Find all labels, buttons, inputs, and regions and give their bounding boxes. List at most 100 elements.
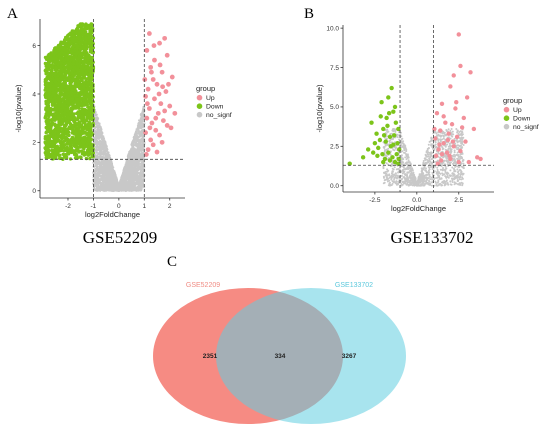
point-no-signf (139, 173, 142, 176)
point-no-signf (141, 183, 144, 186)
point-no-signf (110, 163, 114, 166)
point-down (81, 130, 85, 135)
point-no-signf (111, 166, 115, 169)
point-no-signf (99, 161, 102, 164)
point-no-signf (103, 178, 106, 182)
point-no-signf (96, 126, 99, 129)
point-no-signf (104, 189, 108, 192)
point-no-signf (121, 173, 125, 176)
point-no-signf (107, 166, 111, 169)
point-down (82, 121, 86, 125)
point-no-signf (101, 169, 105, 172)
point-down (82, 50, 87, 54)
point-down (47, 149, 51, 153)
point-no-signf (116, 181, 119, 184)
point-down (68, 97, 72, 102)
point-down (50, 154, 54, 158)
point-no-signf (110, 173, 114, 176)
point-no-signf (132, 151, 136, 154)
point-no-signf (133, 147, 136, 151)
point-no-signf (140, 126, 143, 129)
point-no-signf (130, 189, 133, 192)
point-no-signf (109, 189, 113, 192)
point-no-signf (132, 188, 136, 192)
point-no-signf (129, 152, 133, 155)
point-no-signf (109, 181, 113, 185)
point-down (73, 145, 78, 149)
point-no-signf (140, 164, 144, 168)
point-no-signf (109, 178, 113, 181)
point-no-signf (109, 160, 112, 163)
point-no-signf (140, 149, 143, 152)
point-down (75, 26, 80, 30)
point-no-signf (124, 164, 128, 167)
point-no-signf (135, 164, 139, 167)
point-no-signf (136, 145, 139, 148)
point-no-signf (101, 178, 104, 182)
point-down (66, 57, 70, 62)
point-down (44, 78, 48, 82)
point-down (52, 143, 57, 147)
point-no-signf (102, 184, 105, 187)
point-no-signf (137, 127, 140, 131)
point-down (89, 33, 93, 37)
point-down (50, 94, 54, 99)
point-no-signf (138, 177, 142, 181)
point-no-signf (133, 184, 137, 187)
point-down (78, 75, 82, 79)
point-no-signf (105, 169, 109, 172)
point-no-signf (95, 117, 98, 120)
point-no-signf (104, 173, 107, 176)
point-no-signf (96, 128, 100, 131)
point-no-signf (104, 159, 107, 162)
point-no-signf (105, 167, 108, 170)
point-no-signf (107, 151, 110, 154)
point-no-signf (135, 150, 139, 153)
point-no-signf (141, 151, 145, 155)
point-no-signf (140, 132, 143, 135)
point-no-signf (98, 133, 102, 137)
point-no-signf (96, 183, 100, 187)
point-down (52, 90, 56, 95)
point-no-signf (130, 144, 134, 147)
point-no-signf (132, 174, 135, 177)
point-no-signf (96, 174, 99, 177)
point-no-signf (99, 169, 102, 172)
point-no-signf (140, 129, 144, 132)
point-no-signf (107, 171, 111, 174)
point-no-signf (131, 159, 134, 162)
point-no-signf (137, 140, 140, 143)
point-no-signf (132, 139, 135, 142)
point-no-signf (133, 133, 137, 137)
point-no-signf (107, 155, 111, 158)
point-down (82, 85, 86, 90)
point-no-signf (94, 126, 98, 129)
point-no-signf (125, 176, 129, 179)
point-no-signf (136, 147, 139, 150)
point-no-signf (127, 155, 130, 159)
point-no-signf (132, 186, 135, 190)
point-no-signf (129, 149, 132, 152)
point-down (44, 131, 48, 135)
point-no-signf (121, 178, 125, 181)
point-down (77, 93, 82, 97)
point-down (85, 103, 90, 107)
point-no-signf (101, 156, 104, 159)
point-no-signf (126, 188, 130, 191)
point-no-signf (139, 171, 142, 174)
point-no-signf (131, 140, 134, 144)
point-no-signf (94, 178, 97, 182)
point-no-signf (135, 140, 138, 143)
point-no-signf (130, 170, 133, 173)
point-no-signf (128, 188, 132, 192)
point-down (58, 52, 62, 56)
point-no-signf (95, 146, 98, 149)
point-no-signf (99, 185, 102, 188)
point-no-signf (131, 155, 134, 158)
point-no-signf (132, 143, 136, 147)
point-down (51, 99, 55, 103)
panel-label-a: A (7, 6, 18, 22)
point-down (70, 136, 74, 141)
point-no-signf (97, 146, 100, 149)
point-no-signf (141, 118, 144, 121)
